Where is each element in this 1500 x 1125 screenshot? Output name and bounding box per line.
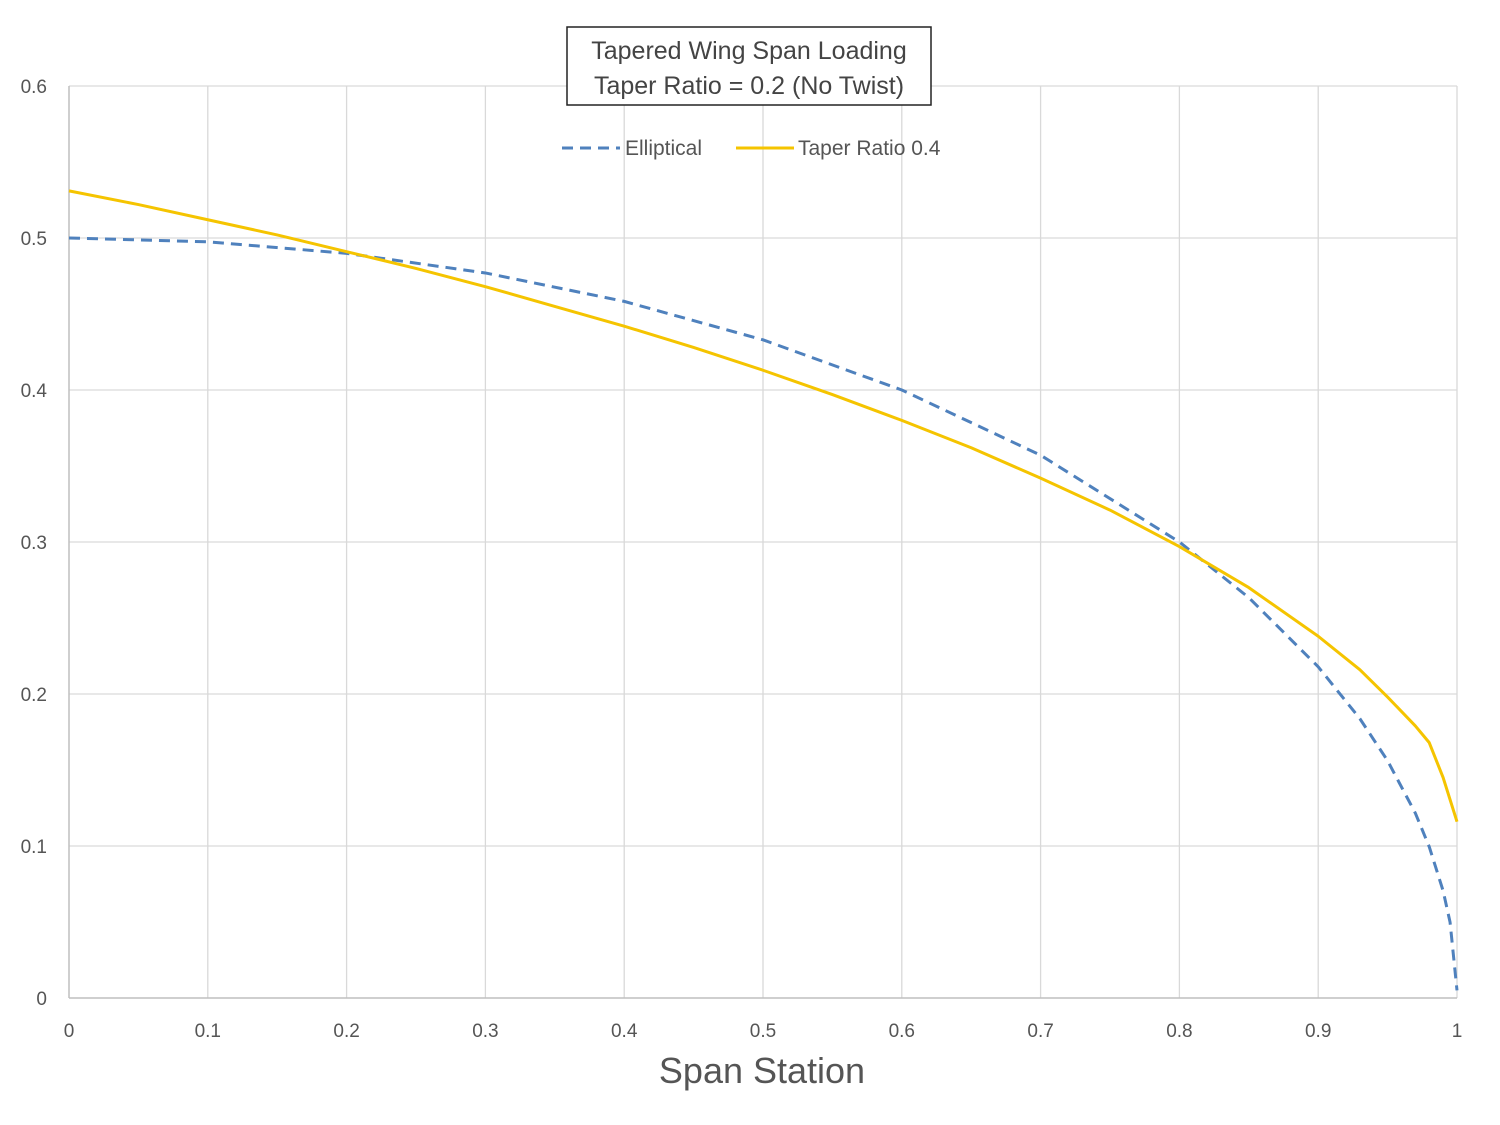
- x-tick-label: 0.4: [611, 1021, 638, 1042]
- x-tick-label: 0.2: [333, 1021, 359, 1042]
- x-tick-labels: 0 0.1 0.2 0.3 0.4 0.5 0.6 0.7 0.8 0.9 1: [64, 1021, 1463, 1042]
- x-tick-label: 0.8: [1166, 1021, 1192, 1042]
- x-tick-label: 0.3: [472, 1021, 498, 1042]
- x-tick-label: 1: [1452, 1021, 1463, 1042]
- x-tick-label: 0.1: [195, 1021, 221, 1042]
- x-axis-title: Span Station: [659, 1050, 865, 1091]
- chart-title-line-2: Taper Ratio = 0.2 (No Twist): [594, 72, 904, 100]
- x-tick-label: 0.5: [750, 1021, 776, 1042]
- chart-title-line-1: Tapered Wing Span Loading: [591, 37, 907, 65]
- x-tick-label: 0.9: [1305, 1021, 1331, 1042]
- series-layer: [68, 189, 1459, 991]
- x-tick-label: 0: [64, 1021, 75, 1042]
- legend-label-elliptical: Elliptical: [625, 137, 702, 160]
- legend-label-taper: Taper Ratio 0.4: [798, 137, 941, 160]
- x-tick-label: 0.6: [889, 1021, 915, 1042]
- y-tick-labels: 0 0.1 0.2 0.3 0.4 0.5 0.6: [21, 77, 48, 1010]
- y-tick-label: 0.1: [21, 837, 47, 858]
- y-tick-label: 0.6: [21, 77, 47, 98]
- series-line-taper-ratio: [68, 189, 1459, 823]
- y-tick-label: 0.4: [21, 381, 48, 402]
- chart-title-frame: [566, 26, 932, 106]
- y-tick-label: 0.3: [21, 533, 47, 554]
- legend: Elliptical Taper Ratio 0.4: [562, 137, 941, 160]
- series-line-elliptical: [68, 236, 1459, 991]
- x-tick-label: 0.7: [1027, 1021, 1053, 1042]
- grid-lines: [69, 85, 1458, 998]
- chart-title-box: Tapered Wing Span Loading Taper Ratio = …: [566, 26, 932, 106]
- y-tick-label: 0: [36, 989, 47, 1010]
- y-tick-label: 0.2: [21, 685, 47, 706]
- y-tick-label: 0.5: [21, 229, 47, 250]
